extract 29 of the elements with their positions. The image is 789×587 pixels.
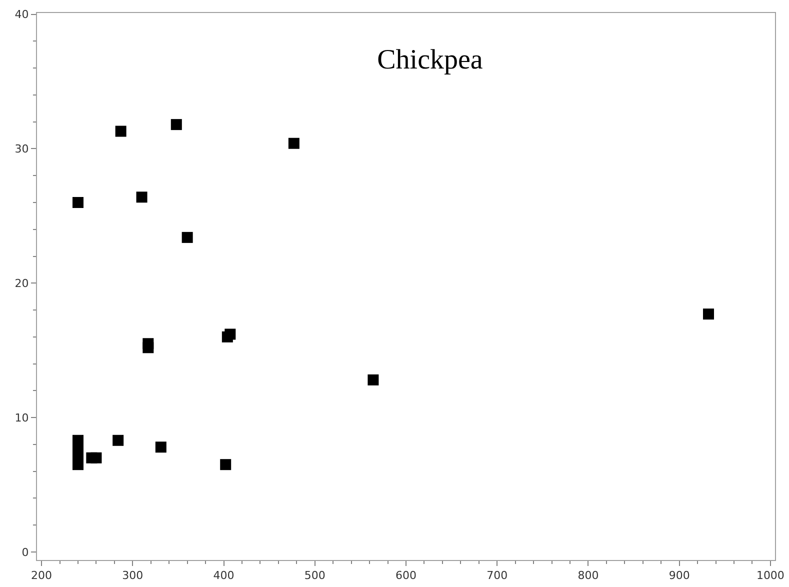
y-tick-label: 0 bbox=[22, 546, 29, 559]
point bbox=[72, 197, 84, 208]
y-tick-label: 20 bbox=[14, 276, 29, 290]
point bbox=[90, 452, 102, 464]
point bbox=[288, 138, 300, 149]
point bbox=[224, 328, 236, 340]
point bbox=[368, 374, 379, 386]
text: Chickpea bbox=[377, 44, 484, 76]
x-tick-label: 800 bbox=[578, 569, 599, 582]
point bbox=[142, 342, 154, 354]
y-tick-label: 10 bbox=[14, 411, 29, 424]
point bbox=[136, 192, 148, 203]
x-tick-label: 700 bbox=[486, 569, 508, 582]
x-tick-label: 400 bbox=[213, 569, 234, 582]
point bbox=[155, 442, 166, 453]
point bbox=[112, 434, 124, 446]
point bbox=[115, 126, 126, 137]
x-tick-label: 900 bbox=[668, 569, 690, 582]
x-tick-label: 200 bbox=[31, 569, 52, 582]
y-tick-label: 40 bbox=[14, 8, 29, 22]
point bbox=[182, 232, 193, 243]
x-tick-label: 600 bbox=[396, 569, 416, 582]
x-tick-label: 1000 bbox=[756, 569, 784, 582]
x-tick-label: 300 bbox=[122, 569, 144, 582]
y-tick-label: 30 bbox=[14, 142, 29, 156]
point bbox=[702, 308, 714, 320]
point bbox=[170, 119, 182, 130]
x-tick-label: 500 bbox=[304, 569, 326, 582]
point bbox=[220, 459, 232, 470]
